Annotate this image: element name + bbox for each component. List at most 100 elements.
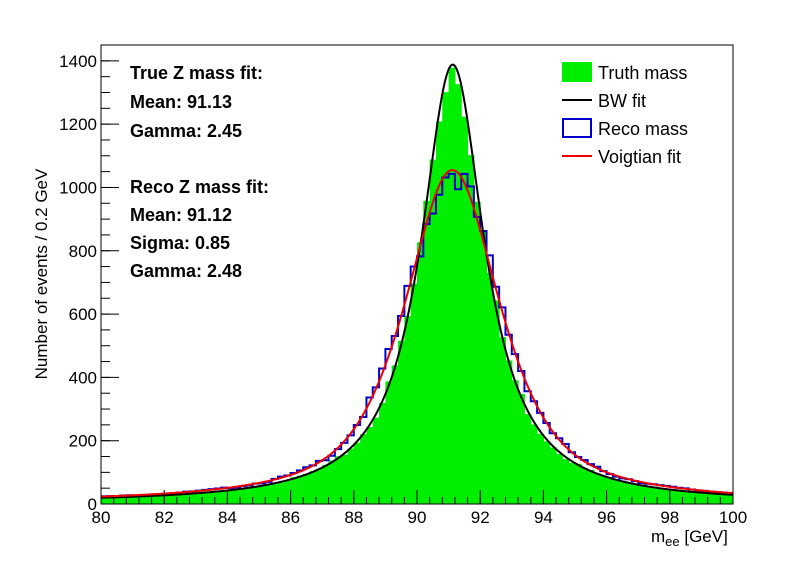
truth-bar (492, 300, 500, 504)
truth-bar (157, 495, 165, 504)
truth-bar (448, 67, 456, 504)
truth-bar (164, 495, 172, 504)
truth-bar (259, 486, 266, 504)
truth-bar (290, 477, 298, 504)
truth-bar (454, 84, 462, 504)
true-fit-title: True Z mass fit: (130, 63, 263, 83)
fit-annotations: True Z mass fit: Mean: 91.13 Gamma: 2.45… (130, 63, 269, 281)
truth-bar (372, 417, 380, 504)
truth-bar (277, 482, 285, 504)
x-tick-label: 86 (281, 508, 300, 527)
truth-bar (676, 490, 683, 504)
x-tick-label: 92 (471, 508, 490, 527)
truth-bar (435, 121, 443, 504)
truth-bar (404, 316, 412, 504)
truth-bar (518, 393, 525, 504)
truth-bar (107, 497, 115, 504)
truth-bar (537, 433, 544, 504)
truth-bar (530, 424, 538, 504)
x-tick-label: 82 (155, 508, 174, 527)
truth-bar (195, 492, 203, 504)
truth-bar (309, 471, 317, 504)
truth-mass-histogram (101, 67, 734, 504)
axis-ticks: 80 82 84 86 88 90 92 94 96 98 10002004006008001000… (59, 44, 747, 527)
y-tick-label: 400 (69, 368, 97, 387)
truth-bar (631, 484, 639, 504)
reco-fit-sigma: Sigma: 0.85 (130, 233, 230, 253)
truth-bar (334, 456, 342, 504)
truth-bar (619, 482, 627, 504)
truth-bar (151, 496, 159, 504)
truth-bar (132, 496, 140, 504)
truth-bar (322, 464, 330, 504)
truth-bar (575, 463, 582, 504)
y-tick-label: 0 (88, 495, 97, 514)
truth-bar (119, 496, 127, 504)
truth-bar (587, 470, 595, 504)
truth-bar (499, 337, 506, 504)
truth-bar (214, 491, 222, 504)
truth-bar (233, 489, 241, 504)
truth-bar (701, 492, 709, 504)
truth-bar (303, 473, 311, 504)
truth-bar (682, 490, 690, 504)
truth-bar (366, 427, 374, 504)
truth-bar (271, 484, 279, 504)
truth-bar (714, 494, 721, 504)
truth-bar (341, 454, 348, 504)
truth-bar (284, 480, 292, 504)
truth-bar (379, 402, 386, 504)
truth-bar (581, 467, 589, 504)
truth-bar (663, 489, 671, 504)
truth-bar (202, 492, 209, 504)
truth-bar (638, 485, 646, 504)
x-tick-label: 88 (344, 508, 363, 527)
reco-fit-gamma: Gamma: 2.48 (130, 261, 242, 281)
truth-bar (524, 414, 532, 504)
truth-bar (315, 468, 323, 504)
x-tick-label: 94 (534, 508, 553, 527)
truth-bar (600, 475, 608, 504)
truth-bar (720, 494, 728, 504)
legend-label-truth: Truth mass (598, 63, 687, 83)
y-tick-label: 200 (69, 432, 97, 451)
y-tick-label: 600 (69, 305, 97, 324)
truth-bar (688, 491, 696, 504)
truth-bar (221, 490, 228, 504)
truth-bar (296, 475, 304, 504)
true-fit-mean: Mean: 91.13 (130, 92, 232, 112)
truth-bar (707, 492, 715, 504)
legend-label-voigt: Voigtian fit (598, 147, 681, 167)
truth-bar (176, 494, 184, 504)
truth-bar (145, 496, 153, 504)
truth-bar (252, 487, 260, 504)
truth-bar (606, 477, 614, 504)
truth-bar (101, 497, 108, 504)
x-axis-title-unit: [GeV] (680, 527, 728, 546)
x-tick-label: 100 (719, 508, 747, 527)
truth-bar (410, 283, 418, 504)
legend-label-reco: Reco mass (598, 119, 688, 139)
truth-bar (240, 488, 247, 504)
truth-bar (391, 365, 399, 504)
truth-bar (473, 201, 481, 504)
truth-bar (511, 380, 519, 504)
x-tick-label: 84 (218, 508, 237, 527)
truth-bar (398, 340, 405, 504)
truth-bar (429, 159, 437, 504)
truth-bar (113, 497, 121, 504)
truth-bar (695, 492, 702, 504)
truth-bar (505, 360, 513, 504)
x-tick-label: 90 (408, 508, 427, 527)
truth-bar (328, 460, 336, 504)
x-tick-label: 80 (92, 508, 111, 527)
reco-fit-title: Reco Z mass fit: (130, 177, 269, 197)
x-axis-title-subscript: ee (665, 534, 679, 549)
truth-bar (543, 441, 551, 504)
voigtian-fit-curve (100, 169, 734, 498)
truth-bar (442, 92, 450, 504)
bw-fit-curve (100, 63, 734, 499)
truth-bar (170, 494, 178, 504)
truth-bar (353, 442, 361, 504)
